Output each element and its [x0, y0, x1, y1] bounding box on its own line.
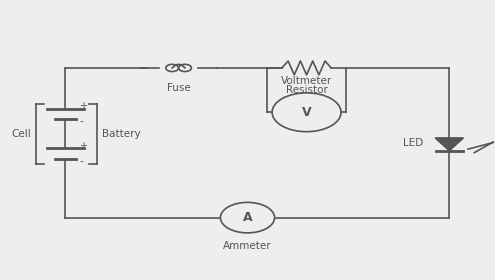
Text: Resistor: Resistor [286, 85, 328, 95]
Text: -: - [79, 156, 83, 166]
Text: Cell: Cell [11, 129, 31, 139]
Text: +: + [79, 101, 87, 111]
Text: A: A [243, 211, 252, 224]
Text: +: + [79, 141, 87, 151]
Text: Voltmeter: Voltmeter [281, 76, 332, 86]
Polygon shape [436, 138, 463, 151]
Text: Battery: Battery [102, 129, 141, 139]
Text: Fuse: Fuse [167, 83, 191, 93]
Text: -: - [79, 116, 83, 127]
Text: V: V [302, 106, 311, 119]
Text: Ammeter: Ammeter [223, 241, 272, 251]
Text: LED: LED [403, 138, 423, 148]
